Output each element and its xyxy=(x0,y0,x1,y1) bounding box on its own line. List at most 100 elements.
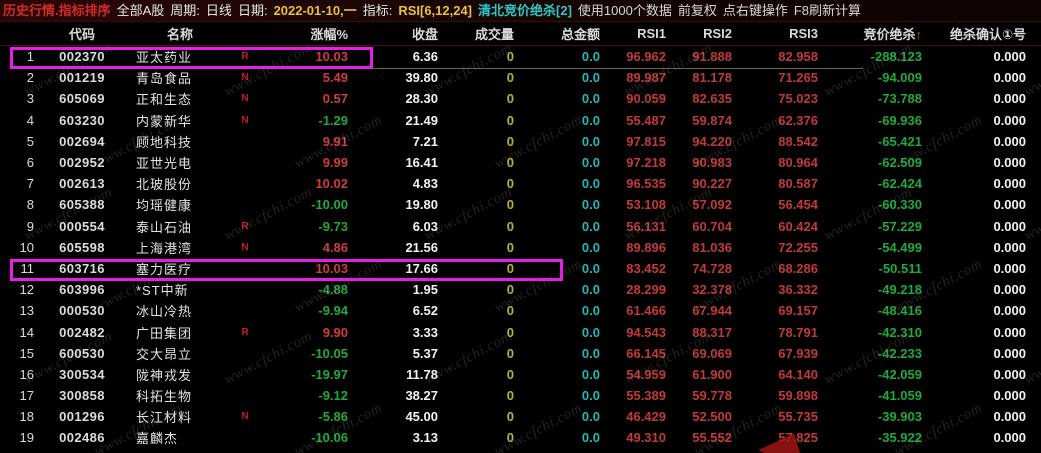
volume: 0 xyxy=(506,112,514,128)
table-row[interactable]: 6 002952 亚世光电 9.99 16.41 0 0.0 97.218 90.983 80.9… xyxy=(0,152,1041,173)
titlebar-segment-10[interactable]: 前复权 xyxy=(677,2,717,18)
header-amount[interactable]: 总金额 xyxy=(560,27,600,42)
table-row[interactable]: 9 000554 泰山石油 R -9.73 6.03 0 0.0 56.131 60.704 60.… xyxy=(0,216,1041,237)
table-row[interactable]: 14 002482 广田集团 R 9.90 3.33 0 0.0 94.543 88.317 78.… xyxy=(0,321,1041,342)
confirm-1-value: 0.000 xyxy=(993,91,1026,107)
header-rsi3[interactable]: RSI3 xyxy=(789,26,818,41)
stock-code: 000554 xyxy=(59,218,105,234)
table-row[interactable]: 5 002694 顾地科技 9.91 7.21 0 0.0 97.815 94.220 88.54… xyxy=(0,131,1041,152)
jingjia-juesha-value: -62.509 xyxy=(877,155,922,171)
titlebar-segment-1[interactable]: 全部A股 xyxy=(116,2,165,18)
titlebar-segment-7[interactable]: RSI[6,12,24] xyxy=(398,2,473,18)
stock-code: 300858 xyxy=(59,388,105,404)
jingjia-juesha-value: -62.424 xyxy=(877,176,922,192)
row-index: 7 xyxy=(26,176,34,192)
rsi1-value: 94.543 xyxy=(626,324,666,340)
stock-code: 605388 xyxy=(59,197,105,213)
table-row[interactable]: 11 603716 塞力医疗 10.03 17.66 0 0.0 83.452 74.728 68… xyxy=(0,258,1041,279)
table-row[interactable]: 20001216华瓷股份N-4.2817.2000.046.48648.6805… xyxy=(0,449,1041,453)
volume: 0 xyxy=(506,282,514,298)
close-price: 21.49 xyxy=(405,112,438,128)
titlebar-segment-9[interactable]: 使用1000个数据 xyxy=(577,2,672,18)
header-confirm-2[interactable]: 绝杀确认②号 xyxy=(1030,24,1041,43)
titlebar-segment-2[interactable]: 周期: xyxy=(170,2,200,18)
change-percent: -1.29 xyxy=(318,112,348,128)
rsi1-value: 49.310 xyxy=(626,430,666,446)
confirm-2-value: 0.000 xyxy=(1030,303,1041,318)
header-confirm-1[interactable]: 绝杀确认①号 xyxy=(949,27,1026,42)
header-name[interactable]: 名称 xyxy=(166,27,193,42)
close-price: 21.56 xyxy=(405,239,438,255)
header-rsi1[interactable]: RSI1 xyxy=(637,26,666,41)
change-percent: 10.03 xyxy=(315,260,348,276)
titlebar-segment-0[interactable]: 历史行情.指标排序 xyxy=(3,2,111,18)
header-code[interactable]: 代码 xyxy=(68,27,95,42)
rsi3-value: 71.265 xyxy=(778,70,818,86)
change-percent: -10.00 xyxy=(311,197,348,213)
table-row[interactable]: 1 002370 亚太药业 R 10.03 6.36 0 0.0 96.962 91.888 82.… xyxy=(0,46,1041,67)
stock-code: 605069 xyxy=(59,91,105,107)
title-bar: 历史行情.指标排序 全部A股 周期: 日线 日期: 2022-01-10,一 指标: RSI[… xyxy=(0,0,1041,22)
table-row[interactable]: 17 300858 科拓生物 -9.12 38.27 0 0.0 55.389 59.778 59… xyxy=(0,385,1041,406)
row-index: 9 xyxy=(26,218,34,234)
volume: 0 xyxy=(506,345,514,361)
stock-name: 交大昂立 xyxy=(136,346,193,362)
titlebar-segment-11[interactable]: 点右键操作 xyxy=(722,2,788,18)
rsi3-value: 62.376 xyxy=(778,112,818,128)
row-index: 8 xyxy=(26,197,34,213)
table-row[interactable]: 7 002613 北玻股份 10.02 4.83 0 0.0 96.535 90.227 80.5… xyxy=(0,173,1041,194)
header-volume[interactable]: 成交量 xyxy=(474,27,514,42)
volume: 0 xyxy=(506,324,514,340)
jingjia-juesha-value: -35.922 xyxy=(877,430,922,446)
rsi3-value: 56.454 xyxy=(778,197,818,213)
stock-name: 泰山石油 xyxy=(136,219,193,235)
table-row[interactable]: 15 600530 交大昂立 -10.05 5.37 0 0.0 66.145 69.069 67… xyxy=(0,343,1041,364)
table-row[interactable]: 18 001296 长江材料 N -5.86 45.00 0 0.0 46.429 52.500 5… xyxy=(0,406,1041,427)
table-row[interactable]: 19 002486 嘉麟杰 -10.06 3.13 0 0.0 49.310 55.552 57.… xyxy=(0,427,1041,448)
change-percent: 4.86 xyxy=(322,239,348,255)
table-row[interactable]: 4 603230 内蒙新华 N -1.29 21.49 0 0.0 55.487 59.874 62… xyxy=(0,110,1041,131)
total-amount: 0.0 xyxy=(581,239,600,255)
stock-marker: N xyxy=(241,411,249,423)
table-row[interactable]: 16 300534 陇神戎发 -19.97 11.78 0 0.0 54.959 61.900 6… xyxy=(0,364,1041,385)
confirm-1-value: 0.000 xyxy=(993,176,1026,192)
stock-code: 603230 xyxy=(59,112,105,128)
titlebar-segment-3[interactable]: 日线 xyxy=(205,2,232,18)
table-row[interactable]: 3 605069 正和生态 N 0.57 28.30 0 0.0 90.059 82.635 75.… xyxy=(0,88,1041,109)
titlebar-segment-8[interactable]: 清北竞价绝杀[2] xyxy=(478,2,572,18)
rsi3-value: 78.791 xyxy=(778,324,818,340)
close-price: 38.27 xyxy=(405,388,438,404)
titlebar-segment-4[interactable]: 日期: xyxy=(237,2,268,18)
table-row[interactable]: 10 605598 上海港湾 N 4.86 21.56 0 0.0 89.896 81.036 72… xyxy=(0,237,1041,258)
table-row[interactable]: 8 605388 均瑶健康 -10.00 19.80 0 0.0 53.108 57.092 56… xyxy=(0,194,1041,215)
ranking-table[interactable]: 代码 名称 涨幅% 收盘 成交量 总金额 RSI1 RSI2 RSI3 竞价绝杀… xyxy=(0,22,1041,453)
titlebar-segment-12[interactable]: F8刷新计算 xyxy=(793,2,862,18)
close-price: 19.80 xyxy=(405,197,438,213)
table-row[interactable]: 12 603996 *ST中新 -4.88 1.95 0 0.0 28.299 32.378 36… xyxy=(0,279,1041,300)
titlebar-segment-6[interactable]: 指标: xyxy=(362,2,393,18)
titlebar-segment-5[interactable]: 2022-01-10,一 xyxy=(273,2,357,18)
total-amount: 0.0 xyxy=(581,155,600,171)
header-close[interactable]: 收盘 xyxy=(411,27,438,42)
stock-name: 北玻股份 xyxy=(136,177,193,193)
header-jingjia-juesha[interactable]: 竞价绝杀↑ xyxy=(822,24,926,43)
table-row[interactable]: 13 000530 冰山冷热 -9.94 6.52 0 0.0 61.466 67.944 69.… xyxy=(0,300,1041,321)
row-index: 3 xyxy=(26,91,34,107)
rsi2-value: 81.036 xyxy=(692,239,732,255)
header-change-pct[interactable]: 涨幅% xyxy=(310,27,348,42)
confirm-2-value: 0.000 xyxy=(1030,134,1041,149)
rsi1-value: 53.108 xyxy=(626,197,666,213)
volume: 0 xyxy=(506,176,514,192)
stock-code: 002613 xyxy=(59,176,105,192)
table-row[interactable]: 2 001219 青岛食品 N 5.49 39.80 0 0.0 89.987 81.178 71.… xyxy=(0,67,1041,88)
jingjia-juesha-value: -288.123 xyxy=(870,49,922,65)
rsi3-value: 36.332 xyxy=(778,282,818,298)
rsi3-value: 50.777 xyxy=(736,452,822,453)
stock-marker: R xyxy=(241,326,249,338)
row-index: 10 xyxy=(19,239,34,255)
stock-name: 科拓生物 xyxy=(136,389,193,405)
total-amount: 0.0 xyxy=(581,49,600,65)
close-price: 6.03 xyxy=(412,218,438,234)
stock-name: 均瑶健康 xyxy=(136,198,193,214)
header-rsi2[interactable]: RSI2 xyxy=(703,26,732,41)
